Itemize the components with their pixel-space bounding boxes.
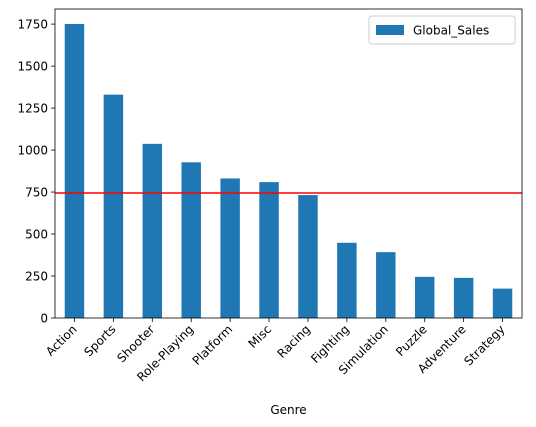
bar-role-playing [181,162,201,318]
axes-layer [54,8,523,319]
bar-sports [103,94,124,319]
plot-frame [54,8,523,319]
y-tick-label: 0 [40,311,48,325]
y-tick-label: 1250 [17,101,48,115]
legend-label: Global_Sales [413,24,489,38]
legend-swatch [376,25,404,35]
y-ticks-layer: 0 250 500 750 1000 1250 1500 1750 [17,17,55,325]
bars-layer [64,23,513,319]
bar-action [64,23,85,318]
bar-fighting [337,242,357,318]
bar-platform [220,178,240,318]
bar-adventure [453,277,474,318]
y-tick-label: 500 [25,227,48,241]
bar-shooter [142,143,163,318]
bar-puzzle [414,276,435,318]
y-tick-label: 250 [25,269,48,283]
bar-strategy [492,288,513,318]
legend: Global_Sales [368,15,516,45]
x-axis-title: Genre [270,403,306,417]
y-tick-label: 1750 [17,17,48,31]
bar-misc [259,182,279,318]
y-tick-label: 1500 [17,59,48,73]
legend-box [368,15,516,45]
y-tick-label: 1000 [17,143,48,157]
bar-racing [298,195,318,318]
bar-simulation [376,252,396,318]
y-tick-label: 750 [25,185,48,199]
